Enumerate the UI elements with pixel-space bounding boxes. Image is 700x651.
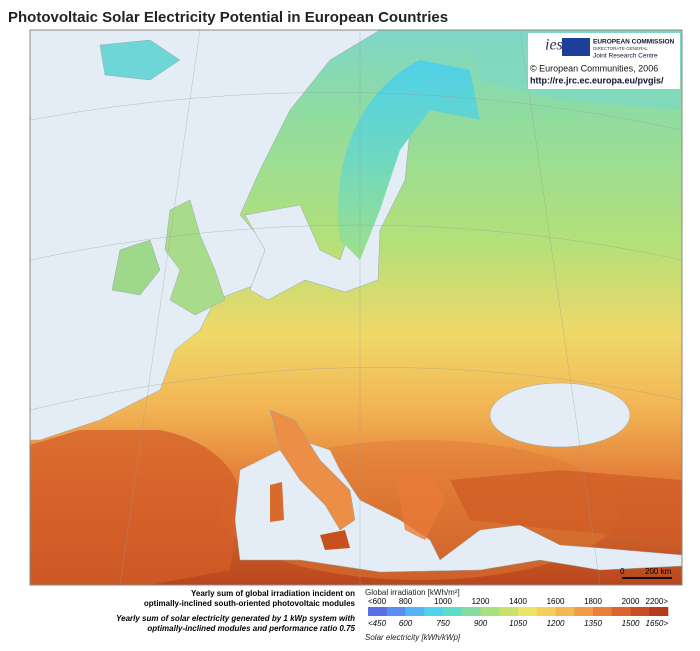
centre-text: Joint Research Centre [593, 53, 658, 60]
electricity-label: <450 [368, 619, 387, 628]
electricity-description: Yearly sum of solar electricity generate… [116, 614, 355, 633]
color-swatch [386, 607, 406, 616]
color-swatch [443, 607, 463, 616]
irradiation-label: <600 [368, 597, 387, 606]
color-swatch [611, 607, 631, 616]
color-swatch [536, 607, 556, 616]
iberia [30, 430, 240, 585]
color-swatch [424, 607, 444, 616]
electricity-label: 1650> [646, 619, 669, 628]
logo-box [528, 33, 680, 89]
copyright-text: © European Communities, 2006 [530, 63, 658, 73]
irradiation-label: 1600 [547, 597, 565, 606]
url-text: http://re.jrc.ec.europa.eu/pvgis/ [530, 75, 664, 85]
electricity-label: 1050 [509, 619, 527, 628]
color-swatch [630, 607, 650, 616]
ies-logo: ies [545, 37, 563, 54]
iceland [99, 39, 181, 81]
atlantic-ocean [30, 30, 381, 441]
scale-start: 0 [620, 567, 625, 576]
sardinia [270, 482, 284, 522]
electricity-label: 1500 [622, 619, 640, 628]
electricity-unit: Solar electricity [kWh/kWp] [365, 633, 461, 642]
north-sea-baltic [244, 124, 411, 301]
eu-flag [562, 38, 590, 56]
irradiation-label: 2000 [622, 597, 640, 606]
color-swatch [405, 607, 425, 616]
electricity-label: 600 [399, 619, 413, 628]
color-swatch [593, 607, 613, 616]
color-swatch [461, 607, 481, 616]
color-swatch [574, 607, 594, 616]
color-swatch [518, 607, 538, 616]
ireland [111, 239, 161, 296]
map-title: Photovoltaic Solar Electricity Potential… [8, 9, 448, 26]
map-area [30, 30, 682, 585]
electricity-label: 750 [436, 619, 450, 628]
electricity-label: 900 [474, 619, 488, 628]
commission-text: EUROPEAN COMMISSION [593, 39, 675, 46]
electricity-label: 1200 [547, 619, 565, 628]
color-swatch [480, 607, 500, 616]
map-frame [29, 29, 683, 586]
irradiation-label: 1000 [434, 597, 452, 606]
turkey [450, 470, 682, 540]
sicily [320, 530, 350, 550]
greece [395, 470, 445, 540]
color-swatch [555, 607, 575, 616]
irradiation-description: Yearly sum of global irradiation inciden… [144, 589, 356, 608]
black-sea [489, 382, 631, 448]
color-swatch [368, 607, 388, 616]
italy [269, 409, 356, 531]
irradiation-label: 800 [399, 597, 413, 606]
irradiation-label: 1400 [509, 597, 527, 606]
irradiation-label: 1200 [472, 597, 490, 606]
color-swatch [649, 607, 669, 616]
directorate-text: DIRECTORATE-GENERAL [593, 46, 648, 51]
irradiation-label: 1800 [584, 597, 602, 606]
color-swatch [499, 607, 519, 616]
electricity-label: 1350 [584, 619, 602, 628]
graticule [30, 30, 682, 585]
legend-color-bar: <600 800 1000 1200 1400 1600 1800 2000 2200> <450… [368, 597, 668, 628]
great-britain [164, 199, 226, 316]
irradiation-unit: Global irradiation [kWh/m²] [365, 588, 460, 597]
scandinavia [338, 60, 480, 260]
scale-end: 200 km [645, 567, 672, 576]
irradiation-label: 2200> [646, 597, 669, 606]
